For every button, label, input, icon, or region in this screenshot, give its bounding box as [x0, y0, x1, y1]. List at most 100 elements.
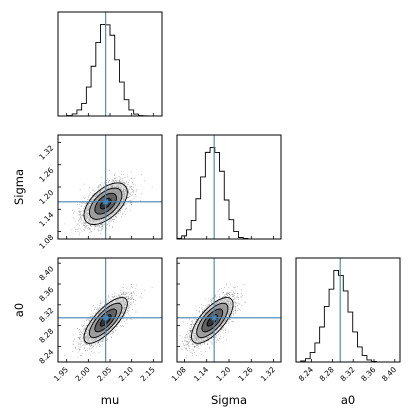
sample-point: [115, 216, 117, 218]
sample-point: [83, 222, 85, 223]
sample-point: [124, 204, 126, 206]
sample-point: [123, 316, 125, 318]
sample-point: [90, 225, 92, 227]
sample-point: [85, 344, 87, 346]
sample-point: [133, 190, 135, 192]
sigma-vs-mu-density: [58, 135, 162, 239]
sample-point: [126, 318, 128, 320]
sample-point: [119, 295, 121, 297]
sample-point: [131, 195, 133, 197]
sample-point: [84, 222, 86, 224]
sample-point: [115, 215, 117, 217]
sample-point: [78, 332, 80, 333]
sample-point: [135, 196, 137, 198]
sample-point: [88, 199, 90, 201]
sample-point: [129, 292, 131, 294]
sample-point: [83, 222, 85, 224]
sample-point: [127, 188, 129, 190]
sample-point: [74, 337, 76, 339]
sample-point: [81, 230, 83, 232]
sample-point: [130, 192, 132, 194]
sample-point: [130, 171, 132, 173]
sample-point: [123, 204, 125, 206]
sample-point: [82, 337, 84, 339]
sample-point: [83, 324, 85, 326]
sample-point: [122, 286, 124, 288]
sample-point: [107, 334, 109, 336]
sample-point: [97, 187, 99, 189]
sample-point: [99, 226, 101, 228]
sample-point: [110, 219, 112, 221]
sample-point: [121, 181, 123, 183]
sample-point: [120, 292, 122, 294]
sample-point: [129, 195, 131, 197]
sample-point: [126, 196, 128, 198]
sample-point: [80, 202, 82, 204]
sample-point: [98, 225, 100, 227]
mu-hist-fill: [58, 12, 162, 117]
sample-point: [122, 289, 124, 291]
sample-point: [128, 181, 129, 183]
sample-point: [91, 316, 93, 318]
sample-point: [80, 215, 82, 217]
sample-point: [100, 341, 102, 343]
sample-point: [78, 338, 80, 339]
sample-point: [124, 183, 126, 185]
sample-point: [104, 182, 106, 183]
sample-point: [82, 196, 84, 198]
sample-point: [124, 208, 126, 210]
sample-point: [97, 188, 99, 190]
sample-point: [106, 184, 108, 185]
sample-point: [79, 219, 81, 221]
sample-point: [108, 220, 110, 222]
sample-point: [98, 187, 99, 189]
sample-point: [133, 290, 135, 292]
sample-point: [79, 234, 80, 236]
sample-point: [98, 340, 100, 342]
sample-point: [84, 197, 86, 199]
sample-point: [128, 197, 129, 199]
sample-point: [91, 310, 92, 312]
sample-point: [128, 297, 130, 299]
sample-point: [132, 191, 133, 193]
sigma-histogram-line: [176, 147, 281, 240]
sample-point: [78, 214, 80, 216]
sample-point: [98, 225, 100, 227]
sample-point: [112, 179, 114, 181]
sample-point: [127, 197, 129, 199]
sample-point: [82, 214, 84, 216]
panel-mu-hist: [57, 11, 163, 117]
sample-point: [80, 211, 82, 213]
sample-point: [107, 224, 108, 226]
sample-point: [126, 296, 128, 298]
sample-point: [85, 225, 87, 227]
sample-point: [131, 298, 132, 300]
sample-point: [93, 193, 95, 195]
sample-point: [131, 177, 133, 179]
sample-point: [118, 212, 120, 214]
sample-point: [97, 310, 98, 312]
sample-point: [79, 348, 81, 350]
sample-point: [132, 186, 134, 188]
sample-point: [78, 203, 80, 205]
sample-point: [79, 348, 80, 350]
sample-point: [118, 180, 120, 182]
sample-point: [72, 334, 74, 336]
sample-point: [125, 292, 127, 294]
sample-point: [90, 231, 92, 233]
panel-a0-hist: [295, 257, 401, 363]
sample-point: [123, 283, 125, 285]
sample-point: [132, 298, 134, 300]
sample-point: [126, 207, 128, 209]
sample-point: [79, 349, 81, 351]
sample-point: [91, 345, 93, 346]
sample-point: [132, 301, 134, 303]
sample-point: [129, 186, 131, 188]
sample-point: [129, 186, 131, 188]
sample-point: [123, 296, 125, 298]
sample-point: [87, 198, 89, 200]
a0-hist-fill: [296, 258, 400, 363]
sample-point: [127, 192, 129, 193]
sample-point: [114, 218, 116, 220]
sample-point: [139, 200, 141, 201]
